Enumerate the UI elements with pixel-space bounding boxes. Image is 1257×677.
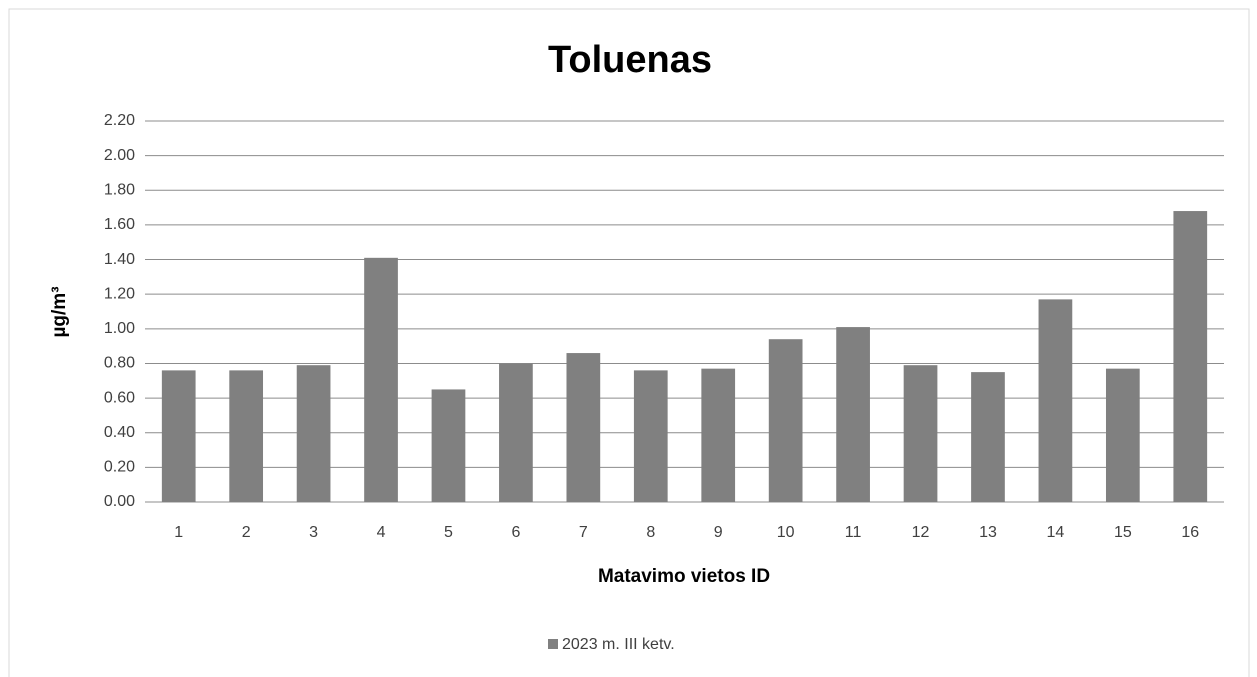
bar	[633, 370, 668, 502]
legend-swatch	[548, 639, 558, 649]
y-tick-label: 0.00	[104, 493, 135, 510]
bar	[1105, 368, 1140, 502]
x-tick-label: 6	[511, 524, 520, 541]
x-tick-label: 9	[714, 524, 723, 541]
bar	[566, 353, 601, 502]
x-tick-label: 10	[777, 524, 795, 541]
x-axis-label: Matavimo vietos ID	[598, 566, 770, 587]
chart-title: Toluenas	[548, 39, 712, 81]
bar	[431, 389, 466, 502]
y-tick-label: 1.00	[104, 320, 135, 337]
bar	[229, 370, 264, 502]
y-tick-label: 2.00	[104, 147, 135, 164]
y-tick-label: 0.40	[104, 424, 135, 441]
legend-label: 2023 m. III ketv.	[562, 636, 675, 653]
x-tick-label: 14	[1047, 524, 1065, 541]
x-tick-label: 13	[979, 524, 997, 541]
bar	[971, 372, 1005, 502]
x-tick-label: 1	[174, 524, 183, 541]
x-tick-label: 8	[646, 524, 655, 541]
x-tick-label: 2	[242, 524, 251, 541]
y-tick-label: 1.80	[104, 181, 135, 198]
y-tick-label: 0.20	[104, 459, 135, 476]
y-tick-label: 0.60	[104, 389, 135, 406]
y-tick-label: 2.20	[104, 112, 135, 129]
y-tick-label: 1.60	[104, 216, 135, 233]
y-axis-label: µg/m³	[49, 286, 70, 337]
bar	[364, 257, 398, 502]
bar	[768, 339, 803, 502]
bar	[296, 365, 331, 502]
y-tick-label: 0.80	[104, 355, 135, 372]
chart-border	[8, 8, 1250, 677]
x-tick-label: 16	[1181, 524, 1199, 541]
bar	[701, 368, 736, 502]
y-tick-label: 1.20	[104, 285, 135, 302]
bar	[903, 365, 938, 502]
x-tick-label: 7	[579, 524, 588, 541]
x-tick-label: 15	[1114, 524, 1132, 541]
x-tick-label: 5	[444, 524, 453, 541]
x-tick-label: 11	[845, 524, 862, 541]
y-tick-label: 1.40	[104, 251, 135, 268]
bar	[1038, 299, 1073, 502]
bar	[836, 327, 870, 502]
x-tick-label: 12	[912, 524, 930, 541]
bar	[1173, 211, 1208, 502]
x-tick-label: 3	[309, 524, 318, 541]
x-tick-label: 4	[377, 524, 386, 541]
bar	[161, 370, 196, 502]
bar	[499, 363, 533, 502]
